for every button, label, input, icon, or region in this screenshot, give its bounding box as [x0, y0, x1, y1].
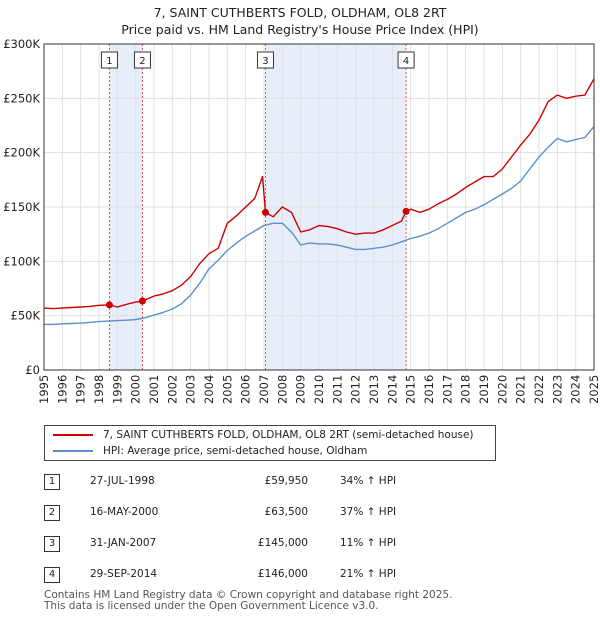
table-row: 3 31-JAN-2007 £145,000 11% ↑ HPI	[44, 534, 444, 565]
sale-date: 31-JAN-2007	[90, 537, 157, 549]
sale-price: £145,000	[257, 537, 308, 549]
series-lines	[43, 78, 595, 326]
footer: Contains HM Land Registry data © Crown c…	[44, 590, 452, 612]
x-tick-label: 2007	[257, 375, 271, 404]
sale-number-box	[397, 51, 415, 69]
x-tick-label: 2005	[220, 375, 234, 404]
x-tick-label: 2004	[202, 375, 216, 404]
sale-price: £63,500	[264, 506, 308, 518]
x-tick-label: 2020	[495, 375, 509, 404]
y-tick-label: £50K	[11, 309, 41, 323]
chart-title: 7, SAINT CUTHBERTS FOLD, OLDHAM, OL8 2RT	[153, 5, 447, 20]
y-tick-label: £250K	[3, 91, 40, 105]
x-tick-label: 2000	[129, 375, 143, 404]
sale-number-label: 1	[106, 56, 112, 67]
table-row: 2 16-MAY-2000 £63,500 37% ↑ HPI	[44, 503, 444, 534]
x-tick-label: 2022	[532, 375, 546, 404]
y-tick-label: £300K	[3, 37, 40, 51]
x-tick-label: 2014	[385, 375, 399, 404]
property-price-line	[43, 78, 595, 310]
sale-hpi-change: 21% ↑ HPI	[340, 568, 397, 580]
x-tick-label: 1995	[37, 375, 51, 404]
sale-point	[138, 297, 146, 305]
x-tick-label: 2013	[367, 375, 381, 404]
sales-table: 1 27-JUL-1998 £59,950 34% ↑ HPI 2 16-MAY…	[44, 472, 444, 596]
sale-date: 29-SEP-2014	[90, 568, 158, 580]
y-tick-label: £100K	[3, 254, 40, 268]
sale-price: £59,950	[264, 475, 308, 487]
sale-hpi-change: 11% ↑ HPI	[340, 537, 397, 549]
hpi-line	[44, 126, 595, 326]
sale-number-label: 3	[262, 56, 268, 67]
x-tick-label: 2008	[275, 375, 289, 404]
sale-date: 16-MAY-2000	[90, 506, 159, 518]
sale-point	[105, 301, 113, 309]
sale-number-badge: 2	[44, 505, 60, 521]
price-chart: 1 2 3 4 £0 £50K £100K £150K £200K £250K £300K 1995…	[3, 37, 600, 404]
chart-title-block: 7, SAINT CUTHBERTS FOLD, OLDHAM, OL8 2RT…	[0, 4, 600, 38]
x-tick-label: 2003	[184, 375, 198, 404]
x-tick-label: 2001	[147, 375, 161, 404]
x-tick-label: 2017	[440, 375, 454, 404]
table-row: 4 29-SEP-2014 £146,000 21% ↑ HPI	[44, 565, 444, 596]
sale-number-badge: 1	[44, 474, 60, 490]
x-tick-label: 2006	[239, 375, 253, 404]
sale-hpi-change: 34% ↑ HPI	[340, 475, 397, 487]
legend-swatch-property	[53, 434, 93, 436]
y-tick-label: £0	[25, 363, 40, 377]
y-tick-label: £150K	[3, 200, 40, 214]
sale-number-box	[133, 51, 151, 69]
x-tick-label: 2015	[404, 375, 418, 404]
x-tick-label: 2010	[312, 375, 326, 404]
sale-number-box	[256, 51, 274, 69]
sale-number-box	[100, 51, 118, 69]
sale-point	[402, 207, 410, 215]
sale-label-boxes: 1 2 3 4	[100, 51, 415, 69]
plot-border	[43, 43, 595, 371]
x-tick-label: 2023	[550, 375, 564, 404]
x-tick-label: 2024	[569, 375, 583, 404]
x-tick-label: 2016	[422, 375, 436, 404]
x-tick-label: 1998	[92, 375, 106, 404]
x-tick-label: 2021	[514, 375, 528, 404]
x-tick-label: 2009	[294, 375, 308, 404]
sale-hpi-change: 37% ↑ HPI	[340, 506, 397, 518]
sale-price: £146,000	[257, 568, 308, 580]
footer-copyright: Contains HM Land Registry data © Crown c…	[44, 589, 453, 601]
legend-item-hpi: HPI: Average price, semi-detached house,…	[53, 443, 367, 459]
x-tick-label: 1996	[55, 375, 69, 404]
x-tick-label: 1999	[110, 375, 124, 404]
legend: 7, SAINT CUTHBERTS FOLD, OLDHAM, OL8 2RT…	[44, 425, 496, 461]
legend-label-property: 7, SAINT CUTHBERTS FOLD, OLDHAM, OL8 2RT…	[103, 429, 474, 441]
legend-item-property: 7, SAINT CUTHBERTS FOLD, OLDHAM, OL8 2RT…	[53, 427, 474, 443]
legend-swatch-hpi	[53, 450, 93, 452]
x-tick-label: 2025	[587, 375, 600, 404]
x-tick-label: 2011	[330, 375, 344, 404]
footer-licence: This data is licensed under the Open Gov…	[44, 600, 379, 612]
sale-point	[261, 208, 269, 216]
x-tick-label: 2012	[349, 375, 363, 404]
sale-number-label: 4	[403, 56, 409, 67]
x-tick-label: 2019	[477, 375, 491, 404]
sale-number-badge: 4	[44, 567, 60, 583]
sale-points	[105, 207, 410, 309]
y-tick-label: £200K	[3, 146, 40, 160]
x-tick-label: 2002	[165, 375, 179, 404]
sale-date: 27-JUL-1998	[90, 475, 155, 487]
x-tick-label: 2018	[459, 375, 473, 404]
sale-number-badge: 3	[44, 536, 60, 552]
sale-number-label: 2	[139, 56, 145, 67]
axes: £0 £50K £100K £150K £200K £250K £300K 1995 1996 1…	[3, 37, 600, 404]
chart-subtitle: Price paid vs. HM Land Registry's House …	[121, 22, 479, 37]
x-tick-label: 1997	[74, 375, 88, 404]
legend-label-hpi: HPI: Average price, semi-detached house,…	[103, 445, 368, 457]
table-row: 1 27-JUL-1998 £59,950 34% ↑ HPI	[44, 472, 444, 503]
